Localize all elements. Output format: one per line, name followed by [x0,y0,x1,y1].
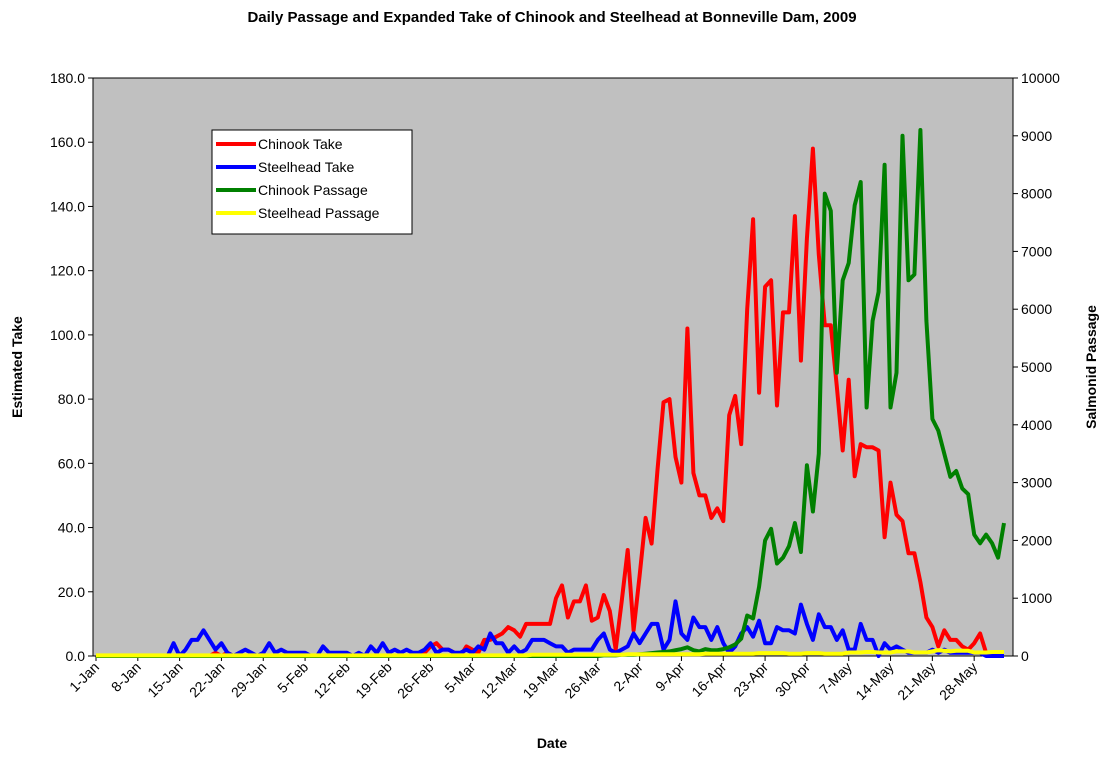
x-tick-label: 23-Apr [730,659,771,700]
x-tick-label: 28-May [936,659,980,703]
x-tick-label: 29-Jan [228,659,270,701]
y-tick-label: 80.0 [58,391,85,407]
x-axis-label: Date [537,735,568,751]
x-tick-label: 15-Jan [144,659,186,701]
y2-tick-label: 4000 [1021,417,1052,433]
y-tick-label: 160.0 [50,134,85,150]
y-axis-label: Estimated Take [9,316,25,418]
y-tick-label: 40.0 [58,520,85,536]
y-tick-label: 120.0 [50,263,85,279]
y-tick-label: 60.0 [58,455,85,471]
y2-tick-label: 6000 [1021,301,1052,317]
y-tick-label: 180.0 [50,70,85,86]
y2-tick-label: 0 [1021,648,1029,664]
y2-tick-label: 8000 [1021,186,1052,202]
x-tick-label: 26-Feb [394,659,437,702]
y2-tick-label: 3000 [1021,475,1052,491]
x-tick-label: 22-Jan [186,659,228,701]
x-tick-label: 8-Jan [108,659,144,695]
legend-label: Steelhead Passage [258,205,380,221]
y2-tick-label: 2000 [1021,532,1052,548]
x-tick-label: 1-Jan [66,659,102,695]
x-tick-label: 5-Feb [274,659,311,696]
x-tick-label: 26-Mar [561,659,604,702]
legend-label: Chinook Passage [258,182,368,198]
legend-label: Steelhead Take [258,159,354,175]
chart-title: Daily Passage and Expanded Take of Chino… [247,9,856,26]
y2-tick-label: 10000 [1021,70,1060,86]
series-line [96,599,1004,658]
y-tick-label: 0.0 [66,648,86,664]
y-tick-label: 100.0 [50,327,85,343]
y-tick-label: 20.0 [58,584,85,600]
x-tick-label: 21-May [894,659,938,703]
series-line [96,648,1004,658]
y-tick-label: 140.0 [50,198,85,214]
y2-axis-label: Salmonid Passage [1083,305,1099,429]
x-tick-label: 7-May [816,659,855,698]
y2-tick-label: 9000 [1021,128,1052,144]
legend-label: Chinook Take [258,136,343,152]
y2-tick-label: 7000 [1021,243,1052,259]
x-tick-label: 19-Feb [352,659,395,702]
x-tick-label: 30-Apr [772,659,813,700]
x-tick-label: 9-Apr [652,659,688,695]
x-tick-label: 19-Mar [519,659,562,702]
x-tick-label: 12-Feb [310,659,353,702]
legend-box [211,129,413,235]
y2-tick-label: 5000 [1021,359,1052,375]
x-tick-label: 16-Apr [688,659,729,700]
x-tick-label: 2-Apr [610,659,646,695]
x-tick-label: 14-May [852,659,896,703]
x-tick-label: 12-Mar [478,659,521,702]
x-tick-label: 5-Mar [441,659,478,696]
y2-tick-label: 1000 [1021,590,1052,606]
